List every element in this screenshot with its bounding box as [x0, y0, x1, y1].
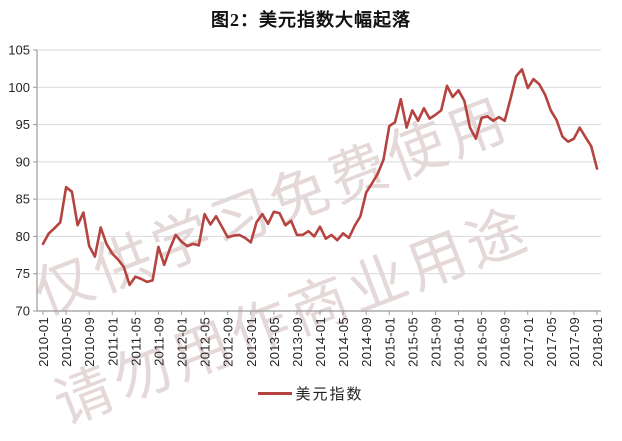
y-tick-label: 100 — [8, 80, 30, 95]
chart-title: 图2：美元指数大幅起落 — [211, 10, 411, 30]
x-tick-label: 2010-09 — [82, 317, 97, 367]
dollar-index-line-chart: 70 75 80 85 90 95 100 105 2010-01 2010-05 2010-09 2… — [8, 43, 605, 367]
x-tick-label: 2017-01 — [521, 317, 536, 367]
x-tick-label: 2014-05 — [336, 317, 351, 367]
x-tick-label: 2015-01 — [382, 317, 397, 367]
x-tick-label: 2017-09 — [567, 317, 582, 367]
y-tick-label: 105 — [8, 43, 30, 58]
y-tick-label: 70 — [16, 304, 30, 319]
legend-label: 美元指数 — [295, 386, 364, 403]
y-tick-label: 80 — [16, 229, 30, 244]
x-tick-label: 2015-05 — [405, 317, 420, 367]
legend: 美元指数 — [0, 382, 622, 404]
x-tick-label: 2015-09 — [428, 317, 443, 367]
x-tick-label: 2016-01 — [452, 317, 467, 367]
x-tick-label: 2016-05 — [475, 317, 490, 367]
x-tick-label: 2013-05 — [267, 317, 282, 367]
x-tick-label: 2012-01 — [175, 317, 190, 367]
x-tick-label: 2018-01 — [590, 317, 605, 367]
x-tick-label: 2014-01 — [313, 317, 328, 367]
x-tick-label: 2010-01 — [36, 317, 51, 367]
x-tick-label: 2013-01 — [244, 317, 259, 367]
x-tick-label: 2017-05 — [544, 317, 559, 367]
x-tick-label: 2012-05 — [198, 317, 213, 367]
y-tick-label: 75 — [16, 266, 30, 281]
y-tick-label: 85 — [16, 192, 30, 207]
x-tick-label: 2013-09 — [290, 317, 305, 367]
y-tick-label: 95 — [16, 117, 30, 132]
x-tick-label: 2011-09 — [151, 317, 166, 366]
y-tick-label: 90 — [16, 154, 30, 169]
dollar-index-series-line — [41, 68, 599, 287]
x-tick-label: 2014-09 — [359, 317, 374, 367]
x-tick-label: 2016-09 — [498, 317, 513, 367]
x-tick-label: 2012-09 — [221, 317, 236, 367]
x-tick-label: 2011-01 — [105, 317, 120, 366]
x-tick-label: 2010-05 — [59, 317, 74, 367]
legend-line-swatch — [258, 391, 293, 395]
x-tick-label: 2011-05 — [128, 317, 143, 366]
